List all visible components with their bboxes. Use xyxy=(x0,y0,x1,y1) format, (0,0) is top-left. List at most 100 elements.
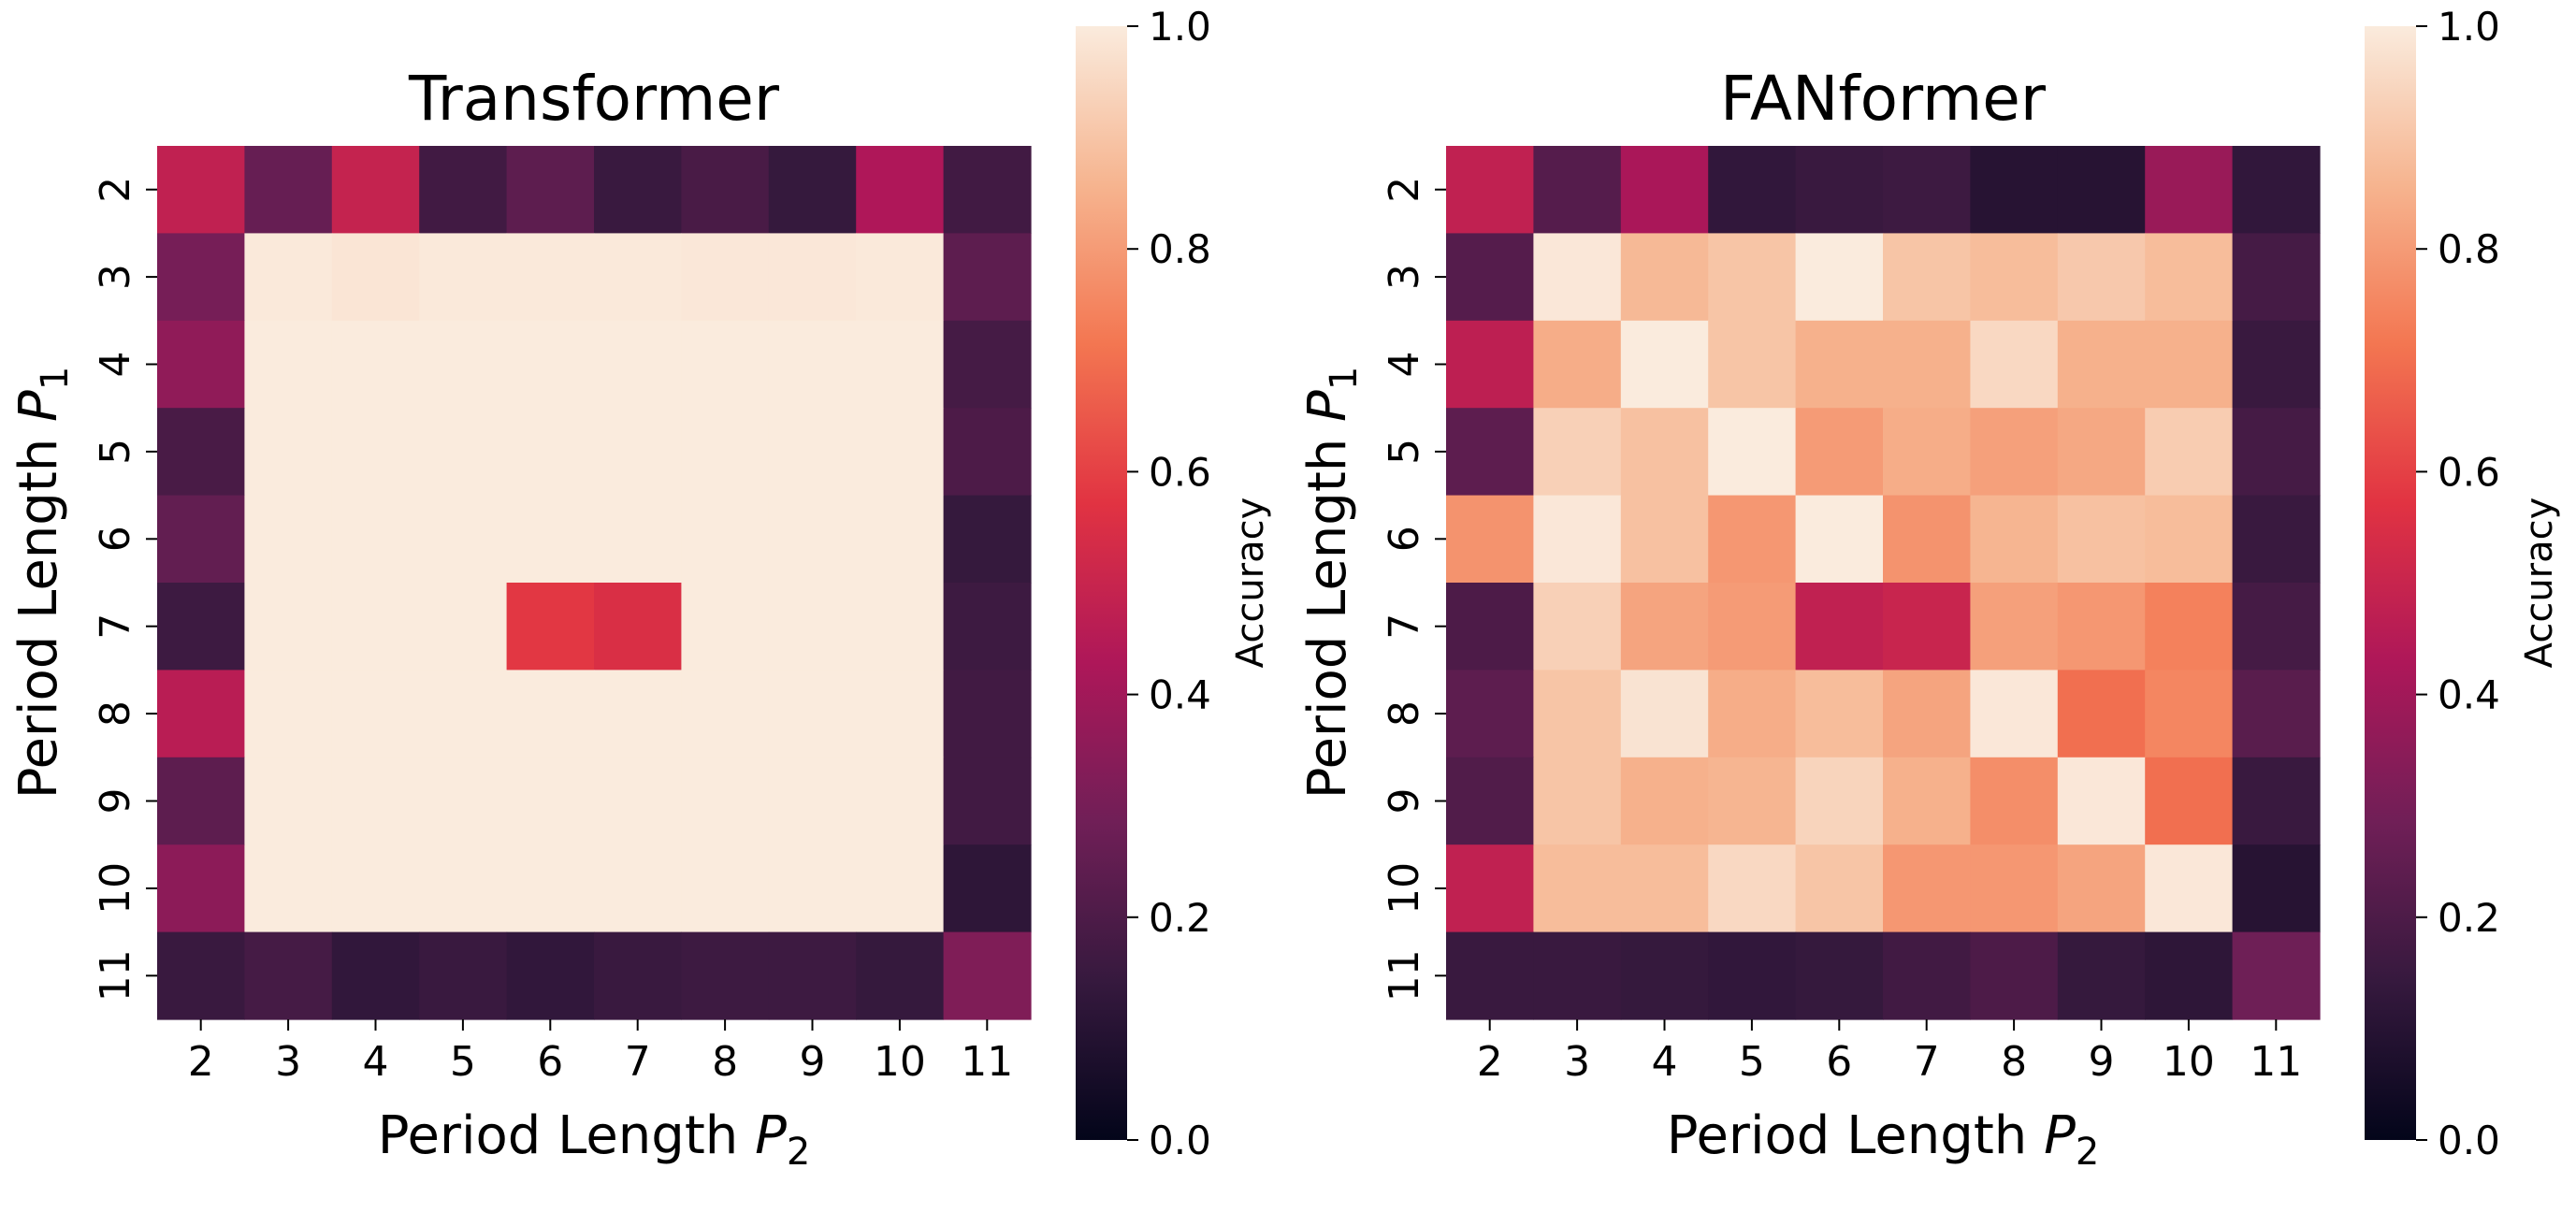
heatmap-cell-r5-c9 xyxy=(768,408,857,497)
heatmap-cell-r10-c3 xyxy=(244,844,333,933)
heatmap-cell-r2-c5 xyxy=(419,146,508,234)
heatmap-cell-r11-c11 xyxy=(2232,931,2321,1020)
heatmap-cell-r6-c11 xyxy=(943,495,1032,584)
heatmap-cell-r4-c11 xyxy=(2232,320,2321,409)
heatmap-cell-r2-c11 xyxy=(2232,146,2321,234)
heatmap-cell-r5-c5 xyxy=(1708,408,1797,497)
heatmap-cell-r10-c8 xyxy=(1970,844,2059,933)
y-tick-label: 6 xyxy=(1381,526,1428,552)
heatmap-cell-r10-c6 xyxy=(1795,844,1884,933)
heatmap-cell-r6-c7 xyxy=(594,495,682,584)
heatmap-cell-r10-c9 xyxy=(2057,844,2146,933)
heatmap-cell-r8-c8 xyxy=(681,670,770,758)
y-tick-label: 7 xyxy=(92,613,139,640)
heatmap-cell-r4-c5 xyxy=(1708,320,1797,409)
heatmap-cell-r3-c8 xyxy=(681,233,770,322)
heatmap-cell-r6-c6 xyxy=(1795,495,1884,584)
colorbar-label: Accuracy xyxy=(2518,498,2561,669)
x-tick-label: 2 xyxy=(188,1038,214,1086)
heatmap-cell-r3-c11 xyxy=(943,233,1032,322)
heatmap-cell-r7-c7 xyxy=(1883,583,1971,671)
heatmap-cell-r8-c9 xyxy=(2057,670,2146,758)
x-tick-label: 9 xyxy=(800,1038,826,1086)
y-tick-label: 9 xyxy=(1381,788,1428,815)
heatmap-cell-r5-c10 xyxy=(2145,408,2234,497)
heatmap-cell-r5-c3 xyxy=(244,408,333,497)
heatmap-cell-r5-c9 xyxy=(2057,408,2146,497)
heatmap-cell-r8-c10 xyxy=(2145,670,2234,758)
y-tick-label: 8 xyxy=(92,700,139,727)
x-tick-label: 7 xyxy=(625,1038,651,1086)
heatmap-cell-r8-c3 xyxy=(1533,670,1622,758)
heatmap-cell-r4-c7 xyxy=(594,320,682,409)
colorbar: 0.0 0.2 0.4 0.6 0.8 1.0 Accuracy xyxy=(2365,4,2561,1163)
heatmap-cell-r7-c2 xyxy=(157,583,245,671)
colorbar-ticks: 0.0 0.2 0.4 0.6 0.8 1.0 xyxy=(2416,4,2500,1163)
heatmap-cell-r3-c11 xyxy=(2232,233,2321,322)
heatmap-cell-r2-c3 xyxy=(1533,146,1622,234)
heatmap-cell-r8-c2 xyxy=(157,670,245,758)
heatmap-cell-r9-c8 xyxy=(681,757,770,845)
heatmap-cell-r11-c8 xyxy=(681,931,770,1020)
heatmap-cell-r4-c2 xyxy=(157,320,245,409)
heatmap-cell-r4-c10 xyxy=(2145,320,2234,409)
heatmap-cell-r2-c6 xyxy=(1795,146,1884,234)
x-tick-label: 8 xyxy=(712,1038,738,1086)
x-tick-labels: 2 3 4 5 6 7 8 9 10 11 xyxy=(1477,1019,2302,1086)
heatmap-cell-r5-c8 xyxy=(681,408,770,497)
heatmap-cell-r6-c3 xyxy=(244,495,333,584)
heatmap-cell-r4-c9 xyxy=(768,320,857,409)
y-tick-label: 2 xyxy=(92,177,139,203)
heatmap-cell-r8-c2 xyxy=(1446,670,1534,758)
heatmap-cell-r11-c3 xyxy=(1533,931,1622,1020)
heatmap-cell-r2-c2 xyxy=(1446,146,1534,234)
heatmap-cell-r3-c4 xyxy=(1620,233,1709,322)
heatmap-cell-r7-c5 xyxy=(419,583,508,671)
colorbar-ticks: 0.0 0.2 0.4 0.6 0.8 1.0 xyxy=(1127,4,1211,1163)
heatmap-cell-r9-c10 xyxy=(856,757,945,845)
colorbar-tick-label: 1.0 xyxy=(1149,4,1211,50)
heatmap-cell-r10-c6 xyxy=(506,844,595,933)
colorbar-tick-label: 0.2 xyxy=(2438,895,2500,941)
heatmap-cell-r8-c4 xyxy=(1620,670,1709,758)
heatmap-cell-r9-c7 xyxy=(594,757,682,845)
heatmap-cell-r3-c6 xyxy=(1795,233,1884,322)
x-tick-labels: 2 3 4 5 6 7 8 9 10 11 xyxy=(188,1019,1013,1086)
heatmap-cell-r11-c3 xyxy=(244,931,333,1020)
heatmap-cell-r6-c3 xyxy=(1533,495,1622,584)
heatmap-cell-r8-c5 xyxy=(1708,670,1797,758)
heatmap-cell-r8-c7 xyxy=(1883,670,1971,758)
heatmap-cell-r3-c7 xyxy=(1883,233,1971,322)
y-tick-label: 5 xyxy=(1381,439,1428,465)
heatmap-cell-r8-c11 xyxy=(943,670,1032,758)
heatmap-cell-r2-c2 xyxy=(157,146,245,234)
heatmap-cell-r11-c6 xyxy=(1795,931,1884,1020)
heatmap-cell-r5-c3 xyxy=(1533,408,1622,497)
heatmap-cell-r2-c3 xyxy=(244,146,333,234)
heatmap-cell-r7-c6 xyxy=(1795,583,1884,671)
heatmap-cell-r9-c7 xyxy=(1883,757,1971,845)
heatmap-cell-r11-c2 xyxy=(157,931,245,1020)
heatmap-cell-r10-c10 xyxy=(856,844,945,933)
heatmap-cell-r9-c9 xyxy=(2057,757,2146,845)
colorbar-tick-label: 0.2 xyxy=(1149,895,1211,941)
heatmap-cell-r4-c3 xyxy=(1533,320,1622,409)
heatmap-cell-r6-c8 xyxy=(681,495,770,584)
heatmap-cell-r3-c5 xyxy=(419,233,508,322)
heatmap-cell-r4-c6 xyxy=(1795,320,1884,409)
heatmap-cell-r6-c7 xyxy=(1883,495,1971,584)
x-axis-label: Period Length P2 xyxy=(378,1105,811,1174)
heatmap-cell-r5-c4 xyxy=(331,408,420,497)
heatmap-cell-r5-c2 xyxy=(1446,408,1534,497)
x-tick-label: 9 xyxy=(2089,1038,2115,1086)
colorbar-tick-label: 0.0 xyxy=(2438,1118,2500,1163)
heatmap-cell-r10-c5 xyxy=(419,844,508,933)
heatmap-cell-r7-c7 xyxy=(594,583,682,671)
heatmap-cell-r6-c9 xyxy=(2057,495,2146,584)
heatmap-cell-r9-c3 xyxy=(1533,757,1622,845)
chart-title: Transformer xyxy=(408,63,780,135)
heatmap-panel-transformer: Transformer 2 3 4 5 6 7 8 9 10 11 2 3 4 5 6 7 8 9 10 11 Pe… xyxy=(8,4,1272,1174)
colorbar-gradient xyxy=(2365,26,2416,1140)
x-tick-label: 10 xyxy=(2163,1038,2215,1086)
